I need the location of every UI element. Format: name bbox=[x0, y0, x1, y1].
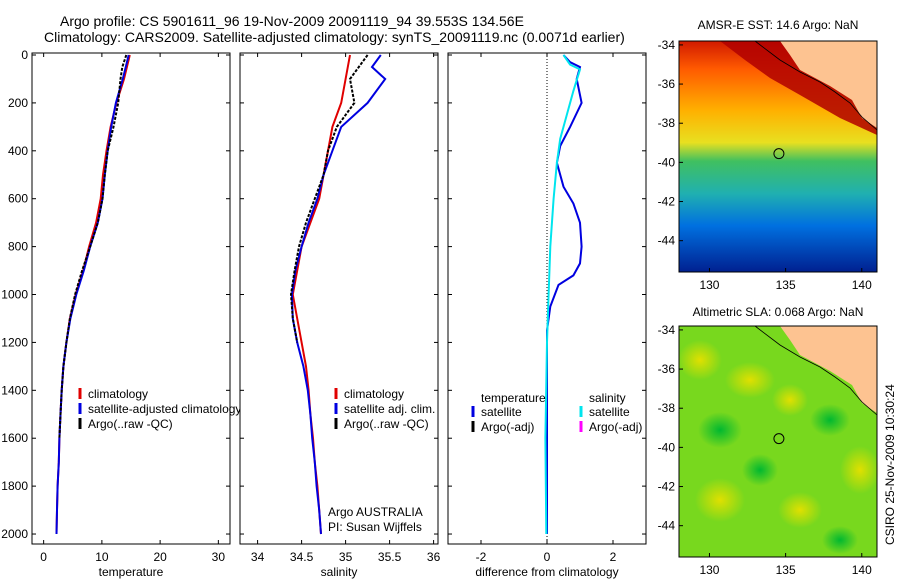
y-tick-label: 1200 bbox=[1, 335, 28, 349]
sla-coastline bbox=[754, 325, 878, 416]
x-axis-label: difference from climatology bbox=[475, 565, 618, 579]
sla-high-blob bbox=[840, 446, 880, 494]
map-x-tick-label: 140 bbox=[852, 278, 872, 292]
figure-title-line2: Climatology: CARS2009. Satellite-adjuste… bbox=[44, 29, 625, 45]
sla-low-blob bbox=[810, 404, 850, 436]
legend-entry: climatology bbox=[344, 387, 404, 401]
sla-map-title: Altimetric SLA: 0.068 Argo: NaN bbox=[693, 305, 864, 319]
series-line-cyan bbox=[544, 54, 582, 535]
map-y-tick-label: -38 bbox=[658, 401, 676, 415]
x-tick-label: 34.5 bbox=[290, 550, 314, 564]
sla-high-blob bbox=[778, 492, 822, 528]
timestamp-label: CSIRO 25-Nov-2009 10:30:24 bbox=[883, 384, 897, 545]
sla-low-blob bbox=[698, 412, 742, 448]
sla-land bbox=[780, 326, 877, 413]
legend-entry: Argo(..raw -QC) bbox=[88, 417, 173, 431]
sst-map-axes: 130 135 140 -34 -36 -38 -40 -42 -44 bbox=[658, 38, 872, 292]
map-x-tick-label: 130 bbox=[699, 563, 719, 577]
map-y-tick-label: -44 bbox=[658, 234, 676, 248]
sla-high-blob bbox=[772, 384, 808, 416]
sla-map-frame bbox=[678, 325, 878, 558]
series-line-blue bbox=[55, 54, 130, 535]
sst-map-title: AMSR-E SST: 14.6 Argo: NaN bbox=[698, 18, 859, 32]
sla-low-blob bbox=[822, 526, 858, 554]
sst-land bbox=[780, 41, 877, 128]
y-tick-label: 0 bbox=[21, 48, 28, 62]
y-tick-label: 1800 bbox=[1, 479, 28, 493]
map-y-tick-label: -38 bbox=[658, 116, 676, 130]
x-tick-label: 2 bbox=[610, 550, 617, 564]
map-y-tick-label: -40 bbox=[658, 440, 676, 454]
sla-argo-marker bbox=[773, 433, 785, 445]
x-axis-label: salinity bbox=[321, 565, 358, 579]
y-tick-label: 800 bbox=[8, 240, 28, 254]
legend-entry: Argo(..raw -QC) bbox=[344, 417, 429, 431]
y-tick-label: 2000 bbox=[1, 527, 28, 541]
sst-map-frame bbox=[678, 40, 878, 273]
map-y-tick-label: -42 bbox=[658, 195, 676, 209]
temperature-panel: 0 10 20 30 0 200 400 600 800 1000 1200 1400 1600 1800… bbox=[1, 48, 241, 579]
x-tick-label: 35.5 bbox=[378, 550, 402, 564]
map-x-tick-label: 135 bbox=[776, 563, 796, 577]
x-tick-label: 30 bbox=[212, 550, 226, 564]
x-tick-label: 0 bbox=[40, 550, 47, 564]
map-x-tick-label: 135 bbox=[776, 278, 796, 292]
plot-frame bbox=[239, 52, 439, 545]
map-y-tick-label: -34 bbox=[658, 38, 676, 52]
series-line-black bbox=[289, 54, 369, 343]
x-tick-label: 34 bbox=[251, 550, 265, 564]
map-y-tick-label: -42 bbox=[658, 480, 676, 494]
x-tick-label: 35 bbox=[339, 550, 353, 564]
y-tick-label: 200 bbox=[8, 96, 28, 110]
legend-entry: satellite adj. clim. bbox=[344, 402, 435, 416]
sla-high-blob bbox=[678, 340, 722, 380]
map-y-tick-label: -40 bbox=[658, 155, 676, 169]
legend-entry: Argo(-adj) bbox=[481, 420, 534, 434]
map-y-tick-label: -36 bbox=[658, 362, 676, 376]
x-tick-label: 10 bbox=[95, 550, 109, 564]
sla-high-blob bbox=[725, 362, 775, 398]
sla-map-axes: 130 135 140 -34 -36 -38 -40 -42 -44 bbox=[658, 323, 872, 577]
plot-frame bbox=[31, 52, 231, 545]
sst-argo-marker bbox=[773, 148, 785, 160]
sst-coastline bbox=[754, 40, 878, 131]
x-tick-label: 36 bbox=[427, 550, 441, 564]
sla-map-panel: Altimetric SLA: 0.068 Argo: NaN 130 135 14… bbox=[658, 305, 880, 577]
y-tick-label: 1600 bbox=[1, 431, 28, 445]
legend-entry: satellite bbox=[589, 405, 630, 419]
x-tick-label: -2 bbox=[476, 550, 487, 564]
legend-entry: satellite bbox=[481, 405, 522, 419]
figure-title-line1: Argo profile: CS 5901611_96 19-Nov-2009 … bbox=[60, 13, 524, 29]
x-axis-label: temperature bbox=[99, 565, 164, 579]
x-tick-label: 0 bbox=[544, 550, 551, 564]
y-tick-label: 1000 bbox=[1, 288, 28, 302]
legend-entry: Argo(-adj) bbox=[589, 420, 642, 434]
y-tick-label: 400 bbox=[8, 144, 28, 158]
map-y-tick-label: -34 bbox=[658, 323, 676, 337]
legend-group-title: temperature bbox=[481, 391, 546, 405]
sla-low-blob bbox=[742, 454, 778, 486]
annotation-text: PI: Susan Wijffels bbox=[328, 520, 422, 534]
map-y-tick-label: -44 bbox=[658, 519, 676, 533]
x-tick-label: 20 bbox=[153, 550, 167, 564]
map-y-tick-label: -36 bbox=[658, 77, 676, 91]
sst-map-panel: AMSR-E SST: 14.6 Argo: NaN 130 135 140 -34 -… bbox=[658, 18, 878, 292]
legend-entry: climatology bbox=[88, 387, 148, 401]
sla-high-blob bbox=[695, 478, 745, 522]
legend-entry: satellite-adjusted climatology bbox=[88, 402, 241, 416]
legend-group-title: salinity bbox=[589, 391, 626, 405]
y-tick-label: 600 bbox=[8, 192, 28, 206]
map-x-tick-label: 130 bbox=[699, 278, 719, 292]
map-x-tick-label: 140 bbox=[852, 563, 872, 577]
annotation-text: Argo AUSTRALIA bbox=[328, 505, 423, 519]
salinity-panel: 34 34.5 35 35.5 36 salinity climatologysatelli… bbox=[239, 52, 441, 579]
y-tick-label: 1400 bbox=[1, 383, 28, 397]
